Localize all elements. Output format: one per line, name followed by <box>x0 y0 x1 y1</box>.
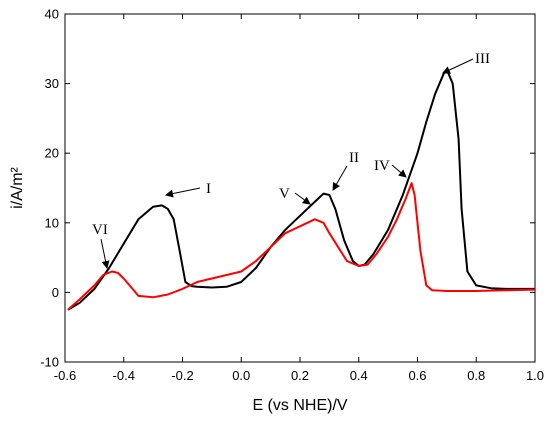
x-tick-label: -0.2 <box>171 368 193 383</box>
annotation-label: II <box>349 150 359 166</box>
x-tick-label: 0.4 <box>350 368 368 383</box>
axis-ticks: -0.6 -0.4 -0.2 0.0 0.2 0.4 0.6 0.8 1.0 -10 0 10 20 30… <box>40 7 544 384</box>
annotation-label: V <box>279 186 290 202</box>
annotation-arrow <box>100 238 110 269</box>
plot-frame <box>64 13 536 363</box>
y-tick-label: 0 <box>52 285 59 300</box>
x-tick-label: -0.4 <box>113 368 135 383</box>
series-line-2 <box>67 182 536 311</box>
annotation-label: IV <box>374 158 390 174</box>
annotation-arrow <box>391 164 407 178</box>
annotation-arrow <box>442 58 474 74</box>
y-tick-label: 10 <box>45 215 59 230</box>
x-tick-label: 0.8 <box>467 368 485 383</box>
annotation-label: I <box>206 181 211 197</box>
y-tick-label: 40 <box>45 7 59 22</box>
y-tick-label: -10 <box>40 355 59 370</box>
annotation-label: III <box>475 51 490 67</box>
x-axis-label: E (vs NHE)/V <box>252 397 347 414</box>
annotation-arrow <box>165 187 201 198</box>
series-group <box>67 68 536 311</box>
y-tick-label: 20 <box>45 146 59 161</box>
x-tick-label: 1.0 <box>526 368 544 383</box>
series-line-1 <box>67 68 535 311</box>
x-tick-label: -0.6 <box>54 368 76 383</box>
y-tick-label: 30 <box>45 76 59 91</box>
x-tick-label: 0.0 <box>232 368 250 383</box>
annotation-arrow <box>332 165 348 191</box>
x-tick-label: 0.6 <box>408 368 426 383</box>
annotation-label: VI <box>92 222 108 238</box>
x-tick-label: 0.2 <box>291 368 309 383</box>
y-axis-label: i/A/m² <box>9 166 26 208</box>
annotation-arrow <box>294 192 311 205</box>
